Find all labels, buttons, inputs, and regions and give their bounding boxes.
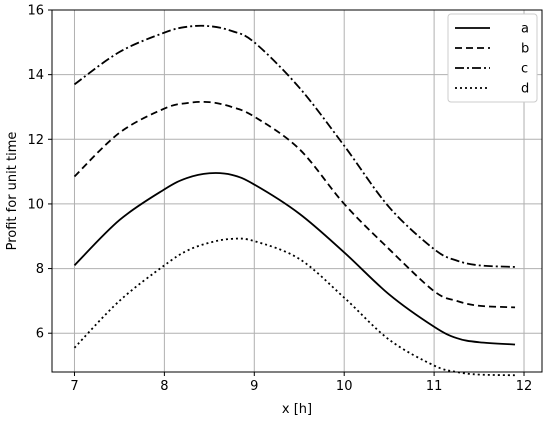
series-line-c xyxy=(73,24,516,268)
y-tick-label: 14 xyxy=(27,68,44,83)
x-tick-label: 7 xyxy=(70,379,78,394)
legend-label-c: c xyxy=(521,62,528,77)
legend-label-b: b xyxy=(521,42,529,57)
x-axis-label: x [h] xyxy=(282,402,312,417)
legend-box xyxy=(447,13,538,103)
y-tick-label: 8 xyxy=(36,262,44,277)
series-line-d xyxy=(73,237,516,377)
x-tick-label: 11 xyxy=(426,379,443,394)
ticks: 7 8 9 10 11 12 6 8 10 12 14 16 xyxy=(27,4,532,395)
y-axis-label: Profit for unit time xyxy=(5,132,20,251)
legend-label-a: a xyxy=(521,22,529,37)
legend-label-d: d xyxy=(521,82,529,97)
x-tick-label: 12 xyxy=(516,379,533,394)
x-tick-label: 10 xyxy=(336,379,353,394)
y-tick-label: 10 xyxy=(27,197,44,212)
plot-frame xyxy=(51,9,543,373)
x-tick-label: 9 xyxy=(250,379,258,394)
x-tick-label: 8 xyxy=(160,379,168,394)
y-tick-label: 6 xyxy=(36,327,44,342)
series-line-a xyxy=(73,172,516,346)
y-tick-label: 16 xyxy=(27,4,44,19)
y-tick-label: 12 xyxy=(27,133,44,148)
series-line-b xyxy=(73,100,516,309)
